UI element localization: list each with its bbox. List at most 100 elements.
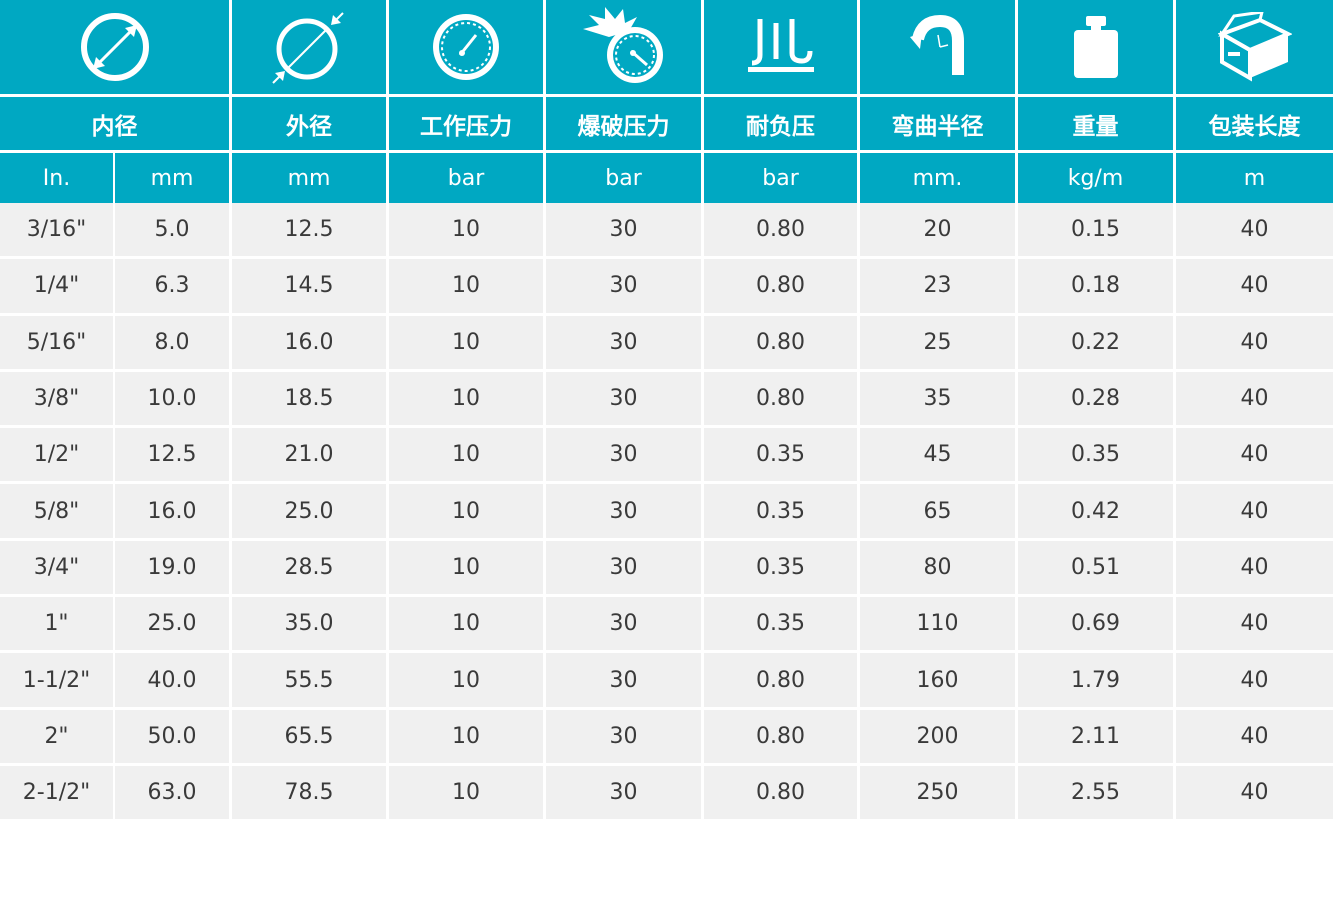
cell-id-mm: 25.0 [115, 597, 232, 651]
spec-table: 内径 外径 工作压力 爆破压力 耐负压 弯曲半径 重量 包装长度 In. mm … [0, 0, 1333, 820]
unit-row: In. mm mm bar bar bar mm. kg/m m [0, 153, 1333, 203]
cell-wp: 10 [389, 765, 546, 820]
cell-inch: 1/4" [0, 259, 115, 313]
cell-len: 40 [1176, 315, 1333, 369]
cell-len: 40 [1176, 765, 1333, 820]
pressure-gauge-icon-cell [389, 0, 546, 94]
weight-icon-cell [1018, 0, 1176, 94]
cell-br: 250 [860, 765, 1018, 820]
cell-br: 23 [860, 259, 1018, 313]
table-row: 1/2" 12.5 21.0 10 30 0.35 45 0.35 40 [0, 428, 1333, 485]
header-bend-radius: 弯曲半径 [860, 97, 1018, 150]
cell-wp: 10 [389, 709, 546, 763]
cell-vac: 0.35 [704, 428, 860, 482]
header-inner-diameter: 内径 [0, 97, 232, 150]
cell-wp: 10 [389, 484, 546, 538]
unit-length: m [1176, 153, 1333, 203]
cell-wt: 0.51 [1018, 540, 1176, 595]
cell-bp: 30 [546, 259, 704, 313]
cell-br: 110 [860, 597, 1018, 651]
cell-od: 12.5 [232, 203, 389, 257]
cell-od: 28.5 [232, 540, 389, 595]
table-row: 3/16" 5.0 12.5 10 30 0.80 20 0.15 40 [0, 203, 1333, 260]
cell-od: 25.0 [232, 484, 389, 538]
cell-bp: 30 [546, 203, 704, 257]
unit-vac-bar: bar [704, 153, 860, 203]
cell-od: 55.5 [232, 653, 389, 707]
header-package-length: 包装长度 [1176, 97, 1333, 150]
unit-bp-bar: bar [546, 153, 704, 203]
cell-id-mm: 19.0 [115, 540, 232, 595]
cell-br: 25 [860, 315, 1018, 369]
cell-bp: 30 [546, 709, 704, 763]
table-row: 1/4" 6.3 14.5 10 30 0.80 23 0.18 40 [0, 259, 1333, 316]
cell-vac: 0.80 [704, 765, 860, 820]
cell-bp: 30 [546, 428, 704, 482]
cell-br: 20 [860, 203, 1018, 257]
cell-len: 40 [1176, 428, 1333, 482]
cell-bp: 30 [546, 371, 704, 426]
header-working-pressure: 工作压力 [389, 97, 546, 150]
cell-inch: 2" [0, 709, 115, 763]
outer-diameter-icon [272, 12, 344, 84]
header-burst-pressure: 爆破压力 [546, 97, 704, 150]
table-row: 2" 50.0 65.5 10 30 0.80 200 2.11 40 [0, 709, 1333, 766]
burst-gauge-icon [582, 7, 663, 83]
cell-od: 18.5 [232, 371, 389, 426]
cell-inch: 2-1/2" [0, 765, 115, 820]
burst-gauge-icon-cell [546, 0, 704, 94]
cell-od: 35.0 [232, 597, 389, 651]
unit-br-mm: mm. [860, 153, 1018, 203]
cell-wt: 0.15 [1018, 203, 1176, 257]
cell-wt: 2.11 [1018, 709, 1176, 763]
cell-inch: 5/8" [0, 484, 115, 538]
cell-br: 45 [860, 428, 1018, 482]
cell-id-mm: 40.0 [115, 653, 232, 707]
cell-wp: 10 [389, 540, 546, 595]
cell-bp: 30 [546, 653, 704, 707]
cell-len: 40 [1176, 709, 1333, 763]
cell-bp: 30 [546, 484, 704, 538]
cell-vac: 0.80 [704, 371, 860, 426]
cell-inch: 3/16" [0, 203, 115, 257]
cell-wp: 10 [389, 597, 546, 651]
unit-inch: In. [0, 153, 115, 203]
cell-vac: 0.35 [704, 540, 860, 595]
header-title-row: 内径 外径 工作压力 爆破压力 耐负压 弯曲半径 重量 包装长度 [0, 97, 1333, 153]
cell-wp: 10 [389, 371, 546, 426]
cell-br: 35 [860, 371, 1018, 426]
cell-wp: 10 [389, 259, 546, 313]
vacuum-icon [747, 19, 814, 72]
table-row: 5/16" 8.0 16.0 10 30 0.80 25 0.22 40 [0, 315, 1333, 372]
cell-id-mm: 12.5 [115, 428, 232, 482]
cell-bp: 30 [546, 540, 704, 595]
cell-wt: 0.69 [1018, 597, 1176, 651]
cell-inch: 5/16" [0, 315, 115, 369]
cell-wt: 2.55 [1018, 765, 1176, 820]
cell-vac: 0.80 [704, 653, 860, 707]
cell-wp: 10 [389, 428, 546, 482]
cell-inch: 1-1/2" [0, 653, 115, 707]
cell-id-mm: 10.0 [115, 371, 232, 426]
cell-wt: 1.79 [1018, 653, 1176, 707]
cell-id-mm: 63.0 [115, 765, 232, 820]
weight-icon [1073, 16, 1118, 78]
table-row: 5/8" 16.0 25.0 10 30 0.35 65 0.42 40 [0, 484, 1333, 541]
cell-inch: 1/2" [0, 428, 115, 482]
cell-wt: 0.35 [1018, 428, 1176, 482]
cell-len: 40 [1176, 597, 1333, 651]
cell-br: 80 [860, 540, 1018, 595]
bend-radius-icon-cell [860, 0, 1018, 94]
cell-wt: 0.18 [1018, 259, 1176, 313]
cell-len: 40 [1176, 371, 1333, 426]
unit-wp-bar: bar [389, 153, 546, 203]
outer-diameter-icon-cell [232, 0, 389, 94]
cell-vac: 0.35 [704, 597, 860, 651]
table-row: 3/8" 10.0 18.5 10 30 0.80 35 0.28 40 [0, 371, 1333, 429]
cell-od: 65.5 [232, 709, 389, 763]
inner-diameter-icon [80, 13, 149, 81]
cell-bp: 30 [546, 597, 704, 651]
cell-bp: 30 [546, 765, 704, 820]
table-row: 1" 25.0 35.0 10 30 0.35 110 0.69 40 [0, 597, 1333, 654]
package-box-icon [1217, 12, 1292, 82]
